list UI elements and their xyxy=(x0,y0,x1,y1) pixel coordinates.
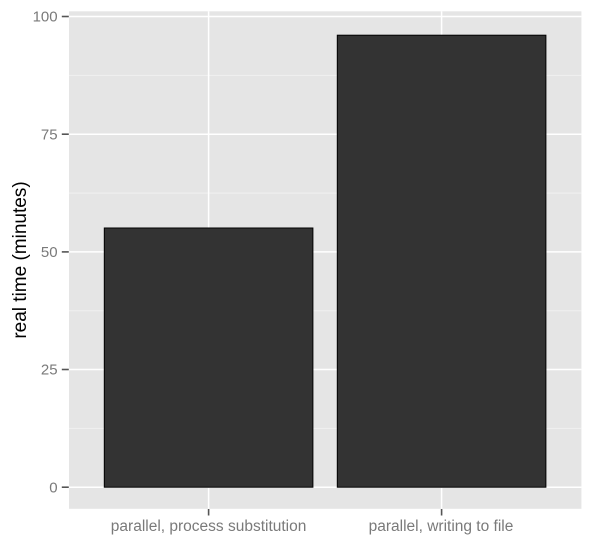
svg-text:25: 25 xyxy=(41,362,58,379)
svg-text:50: 50 xyxy=(41,244,58,261)
svg-text:real time (minutes): real time (minutes) xyxy=(10,181,31,338)
svg-text:100: 100 xyxy=(33,9,58,26)
svg-text:75: 75 xyxy=(41,126,58,143)
svg-text:parallel, writing to file: parallel, writing to file xyxy=(369,518,514,535)
svg-text:parallel, process substitution: parallel, process substitution xyxy=(111,518,307,535)
svg-text:0: 0 xyxy=(49,479,57,496)
